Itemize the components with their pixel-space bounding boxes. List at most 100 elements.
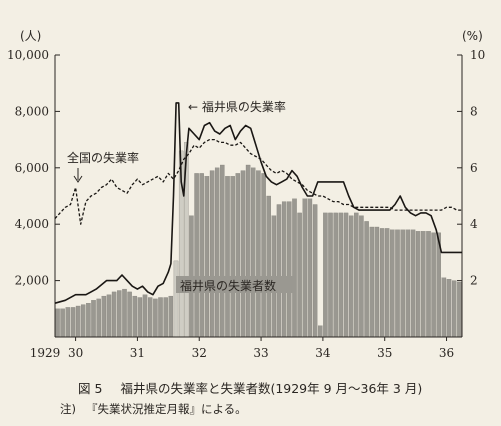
bar-unemployed-count <box>96 298 101 338</box>
note-label: 注) <box>60 402 76 416</box>
bar-unemployed-count <box>256 170 261 338</box>
bar-unemployed-count <box>245 164 251 338</box>
bar-unemployed-count <box>328 212 333 338</box>
line-national-rate <box>54 138 462 225</box>
bar-unemployed-count <box>307 198 313 338</box>
bar-unemployed-count <box>441 277 447 338</box>
bar-unemployed-count <box>153 298 158 338</box>
right-tick-label: 8 <box>470 104 478 118</box>
bar-unemployed-count <box>395 229 400 338</box>
bar-unemployed-count <box>199 173 204 338</box>
bar-unemployed-count <box>91 300 96 338</box>
bar-unemployed-count <box>127 291 132 338</box>
bar-unemployed-count <box>281 201 287 338</box>
bar-unemployed-count <box>343 212 349 338</box>
bar-unemployed-count <box>122 288 127 338</box>
bar-unemployed-count <box>60 308 65 338</box>
bar-unemployed-count <box>117 290 122 338</box>
bar-unemployed-count <box>75 305 81 338</box>
bar-unemployed-count <box>230 176 235 338</box>
bar-unemployed-count <box>261 173 266 338</box>
bar-unemployed-count <box>168 295 174 338</box>
bar-unemployed-count <box>297 212 302 338</box>
right-tick-label: 4 <box>470 217 478 231</box>
bar-unemployed-count <box>421 231 426 338</box>
bar-unemployed-count <box>142 294 148 338</box>
figure-caption: 図 5 福井県の失業率と失業者数(1929年 9 月〜36年 3 月) <box>78 378 422 397</box>
bar-unemployed-count <box>173 260 179 338</box>
bar-unemployed-count <box>312 204 318 338</box>
left-axis-unit: (人) <box>20 29 41 43</box>
bar-unemployed-count <box>147 297 153 338</box>
bar-unemployed-count <box>338 212 344 338</box>
annotation-fukui-count: 福井県の失業者数 <box>180 278 276 293</box>
bar-unemployed-count <box>415 231 421 338</box>
annotation-national-rate: 全国の失業率 <box>67 150 139 165</box>
bar-unemployed-count <box>276 204 282 338</box>
bar-unemployed-count <box>111 291 117 338</box>
bar-unemployed-count <box>240 170 246 338</box>
bar-unemployed-count <box>374 226 380 338</box>
bar-unemployed-count <box>137 297 143 338</box>
line-fukui-rate <box>54 102 462 304</box>
bar-unemployed-count <box>318 325 323 338</box>
left-tick-label: 2,000 <box>15 274 49 288</box>
bar-unemployed-count <box>70 307 76 338</box>
bar-unemployed-count <box>266 195 271 338</box>
x-tick-label: 31 <box>130 346 145 360</box>
figure-number: 図 5 <box>78 381 103 396</box>
x-tick-label: 35 <box>377 346 392 360</box>
bar-unemployed-count <box>426 231 431 338</box>
bar-unemployed-count <box>158 297 163 338</box>
bar-unemployed-count <box>451 280 457 338</box>
annotation-count-backdrop <box>176 276 296 293</box>
bar-unemployed-count <box>348 215 354 338</box>
x-tick-label: 30 <box>68 346 83 360</box>
bar-unemployed-count <box>457 281 462 338</box>
right-tick-label: 10 <box>470 48 485 62</box>
right-tick-label: 2 <box>470 274 478 288</box>
bar-unemployed-count <box>379 228 385 338</box>
bar-unemployed-count <box>405 229 411 338</box>
bar-unemployed-count <box>354 212 359 338</box>
bar-unemployed-count <box>214 167 220 338</box>
bar-unemployed-count <box>55 308 60 338</box>
bar-unemployed-count <box>302 198 308 338</box>
left-tick-label: 10,000 <box>7 48 49 62</box>
bar-unemployed-count <box>86 303 91 338</box>
bar-unemployed-count <box>410 229 416 338</box>
bar-unemployed-count <box>163 297 168 338</box>
x-tick-label: 34 <box>315 346 331 360</box>
bar-unemployed-count <box>106 294 112 338</box>
bar-unemployed-count <box>287 201 292 338</box>
bar-unemployed-count <box>446 279 452 338</box>
bar-unemployed-count <box>209 170 215 338</box>
bar-unemployed-count <box>400 229 405 338</box>
bar-unemployed-count <box>65 307 71 338</box>
bar-unemployed-count <box>204 176 210 338</box>
bar-unemployed-count <box>369 226 375 338</box>
source-note: 注) 『失業状況推定月報』による。 <box>60 401 247 417</box>
x-tick-label: 32 <box>192 346 207 360</box>
x-tick-label: 33 <box>253 346 268 360</box>
annotation-national-arrowhead <box>73 175 83 183</box>
bar-unemployed-count <box>194 173 199 338</box>
bar-unemployed-count <box>333 212 338 338</box>
bar-unemployed-count <box>220 164 225 338</box>
x-tick-label: 1929 <box>30 346 61 360</box>
bar-unemployed-count <box>384 228 390 338</box>
note-text: 『失業状況推定月報』による。 <box>86 402 247 416</box>
figure-title: 福井県の失業率と失業者数(1929年 9 月〜36年 3 月) <box>120 381 423 396</box>
bar-unemployed-count <box>225 176 230 338</box>
annotation-fukui-rate: ← 福井県の失業率 <box>188 99 286 114</box>
bar-unemployed-count <box>101 295 107 338</box>
bar-unemployed-count <box>80 304 86 338</box>
bar-unemployed-count <box>250 167 256 338</box>
left-tick-label: 8,000 <box>15 104 49 118</box>
right-axis-unit: (%) <box>462 29 483 43</box>
bar-unemployed-count <box>323 212 328 338</box>
x-tick-label: 36 <box>439 346 454 360</box>
bar-unemployed-count <box>359 215 364 338</box>
